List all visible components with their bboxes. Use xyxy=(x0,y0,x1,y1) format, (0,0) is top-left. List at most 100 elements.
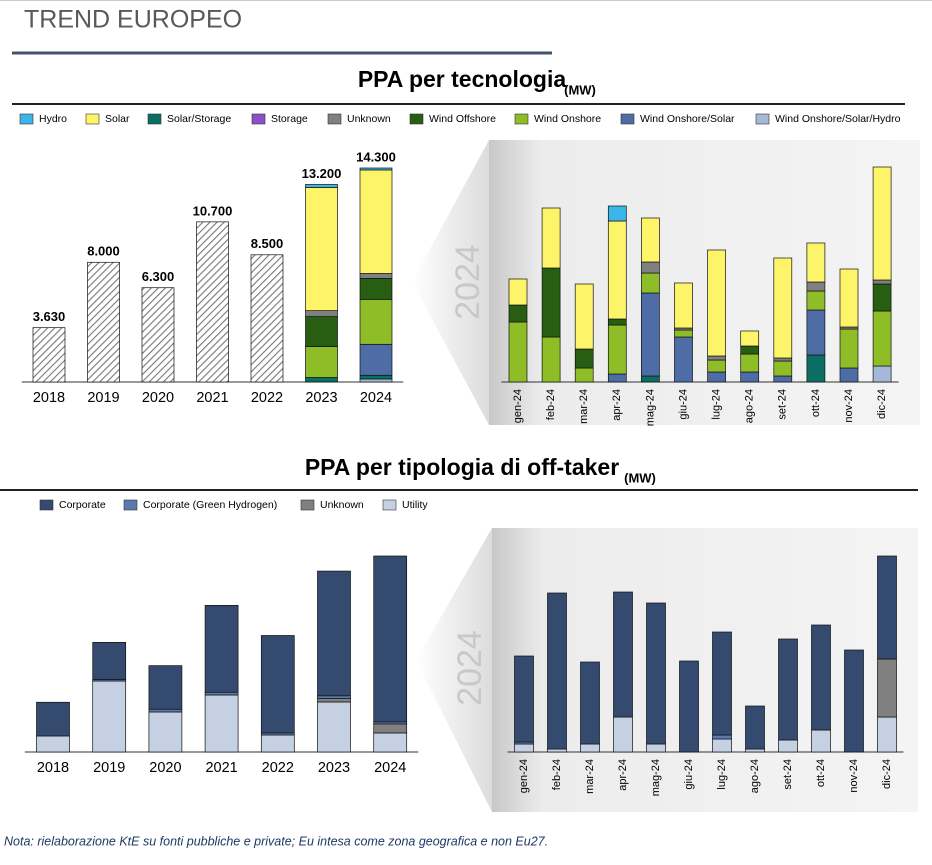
legend-swatch xyxy=(382,499,397,511)
legend-swatch xyxy=(19,113,34,125)
bar-segment xyxy=(839,367,859,383)
x-tick-label: giu-24 xyxy=(677,389,689,420)
bar-segment xyxy=(260,635,295,734)
x-tick-label: set-24 xyxy=(777,389,789,420)
bar-segment xyxy=(641,272,660,294)
x-tick-label: 2023 xyxy=(305,390,337,406)
x-tick-label: dic-24 xyxy=(881,759,893,789)
bar-segment xyxy=(607,373,627,383)
bar-segment xyxy=(359,169,393,274)
bar-segment xyxy=(607,205,627,222)
bar-segment xyxy=(359,374,393,380)
bar-segment xyxy=(740,353,760,373)
bar-segment xyxy=(204,694,239,753)
x-tick-label: lug-24 xyxy=(711,389,723,420)
x-tick-label: 2023 xyxy=(318,760,350,776)
legend-swatch xyxy=(755,113,770,125)
x-tick-label: nov-24 xyxy=(843,389,855,423)
value-label: 3.630 xyxy=(33,309,66,324)
bar-segment xyxy=(305,187,338,311)
bar-segment xyxy=(740,330,760,347)
bar-segment xyxy=(872,279,892,285)
bar-segment xyxy=(305,346,338,378)
bar-segment xyxy=(707,371,726,383)
x-tick-label: apr-24 xyxy=(617,759,629,791)
bar-segment xyxy=(641,292,660,377)
x-tick-label: 2022 xyxy=(251,390,283,406)
bar-segment xyxy=(707,355,726,361)
bar-segment xyxy=(877,658,897,718)
x-tick-label: mar-24 xyxy=(584,759,596,794)
x-tick-label: dic-24 xyxy=(876,389,888,419)
legend-label: Utility xyxy=(402,499,428,511)
bar-segment xyxy=(317,695,351,699)
legend-label: Wind Offshore xyxy=(429,113,496,125)
value-label: 6.300 xyxy=(142,269,175,284)
bar xyxy=(250,254,284,383)
bar-segment xyxy=(92,641,127,680)
bar-segment xyxy=(877,555,897,660)
bar-segment xyxy=(514,655,534,743)
legend-label: Corporate xyxy=(59,499,106,511)
section-title: PPA per tecnologia xyxy=(358,66,567,92)
bar-segment xyxy=(607,220,627,320)
bar-segment xyxy=(508,278,528,306)
bar-segment xyxy=(574,367,594,383)
bar-segment xyxy=(204,691,239,696)
bar-segment xyxy=(613,591,633,718)
bar-segment xyxy=(317,701,351,753)
bar-segment xyxy=(541,267,561,338)
bar-segment xyxy=(641,217,660,263)
bar-segment xyxy=(36,735,70,753)
x-tick-label: 2024 xyxy=(374,760,406,776)
bar-segment xyxy=(359,343,393,376)
x-tick-label: ago-24 xyxy=(744,389,756,423)
legend-swatch xyxy=(327,113,342,125)
bar-segment xyxy=(359,278,393,300)
bar-segment xyxy=(373,723,408,734)
legend-swatch xyxy=(620,113,635,125)
bar-segment xyxy=(359,299,393,345)
legend-label: Wind Onshore xyxy=(534,113,601,125)
bar-segment xyxy=(541,207,561,269)
bar-segment xyxy=(580,743,600,753)
section-unit: (MW) xyxy=(624,470,656,485)
bar-segment xyxy=(305,310,338,317)
bar-segment xyxy=(674,336,693,383)
bar-segment xyxy=(806,309,826,356)
bar-segment xyxy=(806,290,826,311)
bar-segment xyxy=(707,359,726,373)
bar-segment xyxy=(712,631,732,736)
bar-segment xyxy=(574,348,594,369)
bar-segment xyxy=(373,732,408,753)
bar-segment xyxy=(811,624,831,731)
panel-year: 2024 xyxy=(449,244,487,320)
bar-segment xyxy=(773,360,793,377)
bar xyxy=(32,327,66,383)
bar-segment xyxy=(872,283,892,312)
bar-segment xyxy=(36,701,70,737)
bar-segment xyxy=(148,665,183,710)
legend-swatch xyxy=(251,113,266,125)
x-tick-label: 2024 xyxy=(360,390,392,406)
bar-segment xyxy=(547,748,567,753)
bar-segment xyxy=(806,354,826,383)
bar-segment xyxy=(674,282,693,329)
value-label: 10.700 xyxy=(193,203,233,218)
bar-segment xyxy=(317,570,351,697)
bar-segment xyxy=(574,283,594,350)
legend-label: Wind Onshore/Solar/Hydro xyxy=(775,113,901,125)
bar-segment xyxy=(359,167,393,171)
legend-label: Solar/Storage xyxy=(167,113,231,125)
bar-segment xyxy=(674,329,693,338)
bar-segment xyxy=(148,711,183,753)
footnote: Nota: rielaborazione KtE su fonti pubbli… xyxy=(4,834,548,848)
bar-segment xyxy=(508,304,528,323)
legend-swatch xyxy=(147,113,162,125)
bar-segment xyxy=(679,660,699,753)
bar-segment xyxy=(839,328,859,369)
legend-label: Storage xyxy=(271,113,308,125)
bar xyxy=(87,261,120,383)
bar-segment xyxy=(877,716,897,753)
